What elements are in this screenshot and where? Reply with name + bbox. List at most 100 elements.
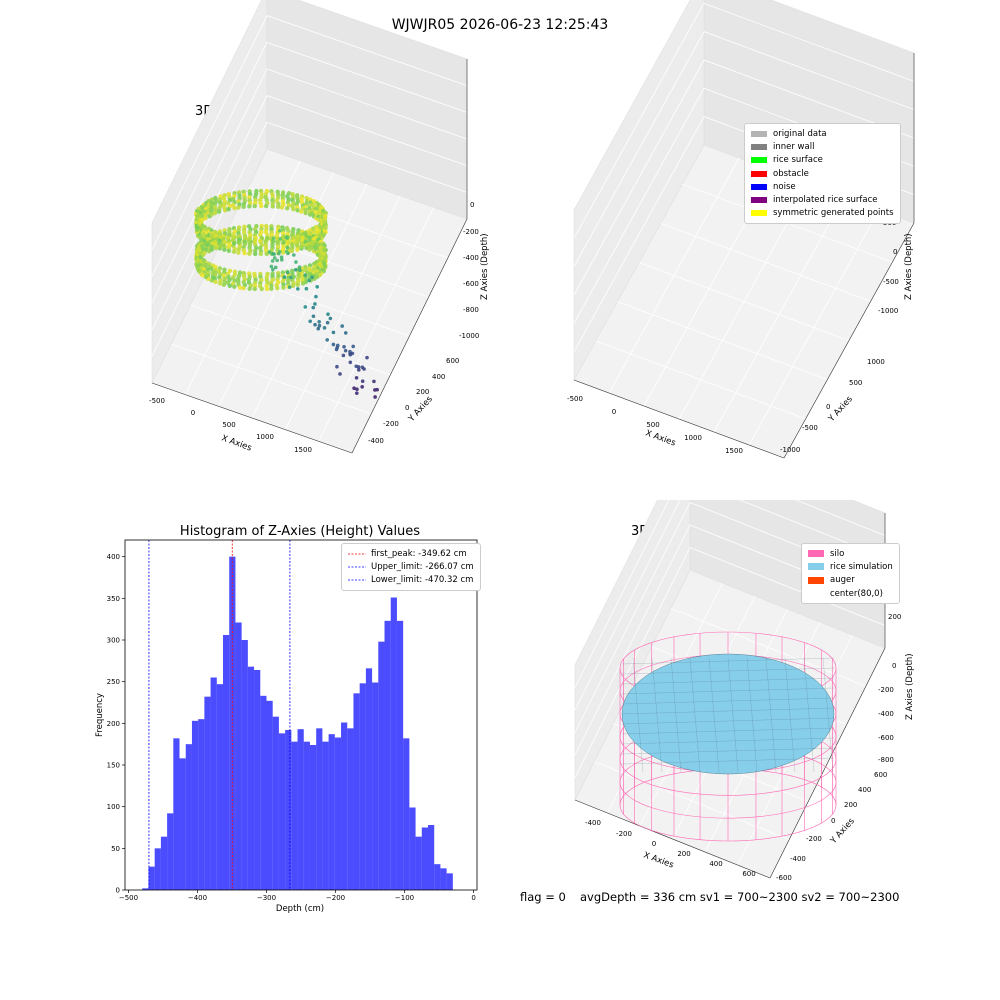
y-tick-label: 100 — [107, 803, 120, 811]
classify-legend: original data inner wall rice surface ob… — [744, 123, 901, 225]
scatter-point — [231, 249, 237, 254]
sim-ytick: -600 — [776, 874, 792, 882]
raw-ytick: 400 — [432, 373, 445, 381]
x-tick-label: −200 — [326, 894, 345, 902]
legend-item: interpolated rice surface — [751, 193, 894, 206]
scatter-point — [284, 249, 289, 254]
scatter-point — [270, 239, 276, 244]
sim-xtick: -200 — [616, 830, 632, 838]
histogram-bar — [403, 738, 410, 890]
sim-ztick: -600 — [878, 734, 894, 742]
scatter-point — [299, 244, 304, 249]
scatter-point — [313, 302, 317, 306]
scatter-point — [271, 252, 275, 256]
scatter-point — [295, 247, 300, 252]
scatter-point — [296, 287, 300, 291]
raw-3d-plot: -500 0 500 1000 1500 -400 -200 0 200 400… — [149, 0, 490, 454]
scatter-point — [209, 247, 214, 252]
scatter-point — [372, 379, 376, 384]
scatter-point — [316, 326, 321, 331]
axis-line — [769, 647, 886, 879]
scatter-point — [317, 323, 322, 328]
sim-xtick: -400 — [585, 819, 601, 827]
scatter-point — [209, 212, 214, 217]
scatter-point — [236, 205, 241, 210]
legend-item: first_peak: -349.62 cm — [348, 548, 467, 559]
scatter-point — [270, 259, 275, 263]
x-tick-label: −100 — [395, 894, 414, 902]
histogram-bar — [322, 741, 329, 890]
histogram-bar — [415, 836, 422, 890]
surface-mesh — [708, 657, 720, 773]
scatter-point — [290, 283, 296, 288]
scatter-point — [276, 251, 281, 256]
scatter-point — [227, 242, 232, 247]
histogram-bar — [285, 730, 292, 890]
scatter-point — [375, 387, 379, 392]
scatter-point — [303, 210, 308, 216]
scatter-point — [360, 385, 364, 389]
scatter-point — [280, 250, 286, 255]
legend-item: symmetric generated points — [751, 207, 894, 220]
raw-ylabel: Y Axies — [406, 394, 435, 425]
scatter-point — [277, 228, 282, 233]
scatter-point — [203, 215, 208, 221]
axis-line — [783, 222, 915, 459]
scatter-point — [216, 209, 222, 214]
scatter-point — [295, 282, 300, 287]
scatter-point — [314, 294, 318, 299]
sim-xtick: 200 — [677, 850, 690, 858]
histogram-bar — [254, 670, 261, 890]
surface-mesh — [621, 737, 835, 745]
raw-xtick: -500 — [149, 397, 165, 405]
hist-xlabel: Depth (cm) — [276, 904, 324, 914]
scatter-point — [236, 250, 241, 255]
scatter-point — [352, 386, 356, 391]
simulation-3d-plot: -400 -200 0 200 400 600 -600 -400 -200 0… — [574, 500, 915, 882]
histogram-bar — [210, 677, 217, 890]
surface-mesh — [621, 677, 835, 685]
cls-xtick: 0 — [612, 408, 616, 416]
scatter-point — [222, 208, 228, 213]
scatter-point — [325, 320, 330, 325]
scatter-point — [348, 352, 353, 357]
scatter-point — [247, 286, 252, 291]
scatter-point — [226, 248, 232, 253]
raw-xlabel: X Axies — [220, 433, 253, 453]
histogram-bar — [365, 668, 373, 890]
histogram-bar — [434, 864, 441, 890]
y-tick-label: 200 — [107, 720, 120, 728]
scatter-point — [278, 237, 283, 241]
scatter-point — [221, 243, 226, 248]
scatter-point — [335, 364, 339, 369]
sim-ztick: 200 — [888, 613, 901, 621]
surface-mesh — [689, 657, 701, 773]
sim-ztick: -200 — [878, 686, 894, 694]
histogram-bar — [334, 737, 342, 890]
legend-item: center(80,0) — [830, 588, 883, 599]
histogram-bar — [160, 836, 168, 890]
legend-item: rice simulation — [808, 560, 893, 573]
surface-mesh — [621, 657, 835, 665]
scatter-point — [360, 379, 365, 383]
sim-ytick: -200 — [806, 835, 822, 843]
scatter-point — [263, 238, 268, 244]
histogram-bar — [316, 728, 323, 890]
grid-line — [151, 15, 468, 250]
scatter-point — [313, 322, 317, 327]
sim-xtick: 0 — [652, 840, 656, 848]
scatter-point — [209, 278, 215, 283]
scatter-point — [252, 286, 258, 292]
legend-item: silo — [808, 547, 893, 560]
scatter-point — [281, 285, 286, 290]
cls-zlabel: Z Axies (Depth) — [904, 233, 914, 300]
x-tick-label: 0 — [471, 894, 475, 902]
histogram-bar — [297, 729, 304, 890]
histogram-bar — [353, 693, 360, 890]
scatter-point — [342, 344, 346, 349]
surface-mesh — [822, 657, 834, 773]
raw-ztick: -400 — [463, 254, 479, 262]
cls-ytick: -500 — [802, 424, 818, 432]
legend-item: Upper_limit: -266.07 cm — [348, 561, 474, 572]
cls-ztick: 0 — [893, 248, 897, 256]
